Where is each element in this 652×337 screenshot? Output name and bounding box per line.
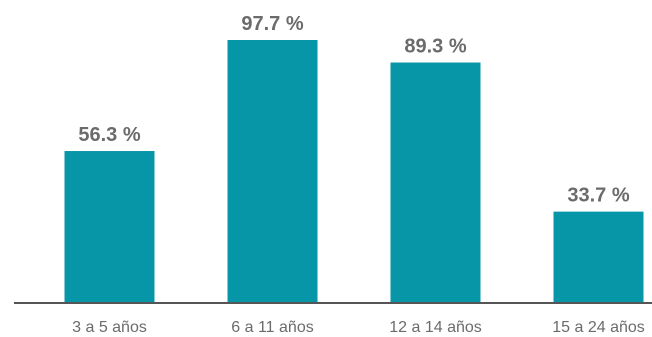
bar-value-label: 97.7 % [241, 13, 303, 35]
value-labels-group: 56.3 % 97.7 % 89.3 % 33.7 % [78, 13, 629, 207]
x-tick-labels-group: 3 a 5 años 6 a 11 años 12 a 14 años 15 a 24… [72, 319, 645, 336]
x-tick-label: 15 a 24 años [552, 319, 645, 336]
x-tick-label: 6 a 11 años [231, 319, 313, 336]
bar-2 [227, 40, 318, 302]
bar-1 [64, 151, 155, 302]
bar-3 [390, 62, 481, 303]
x-tick-label: 3 a 5 años [72, 319, 147, 336]
bar-value-label: 56.3 % [78, 124, 140, 146]
x-tick-label: 12 a 14 años [389, 319, 482, 336]
bar-4 [553, 211, 644, 302]
bar-value-label: 33.7 % [567, 185, 629, 207]
bars-group [64, 40, 644, 303]
bar-value-label: 89.3 % [404, 36, 466, 58]
